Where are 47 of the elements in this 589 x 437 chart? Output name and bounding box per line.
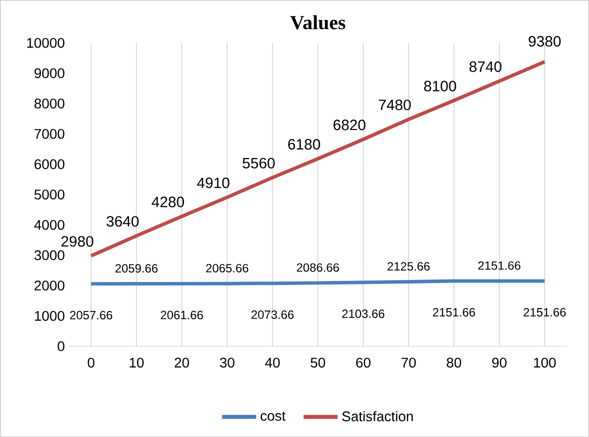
x-tick-label: 100 — [534, 358, 556, 368]
data-label: 2103.66 — [342, 309, 384, 318]
y-tick-label: 5000 — [34, 189, 64, 200]
data-label: 2057.66 — [70, 310, 112, 320]
data-label: 2151.66 — [432, 308, 476, 316]
x-tick-label: 50 — [310, 358, 326, 368]
x-tick-label: 20 — [174, 358, 190, 368]
x-tick-label: 60 — [356, 358, 370, 368]
y-tick-label: 9000 — [34, 68, 64, 78]
x-tick-label: 80 — [446, 358, 462, 368]
data-label: 4910 — [197, 177, 230, 188]
x-tick-label: 90 — [492, 358, 507, 368]
x-tick-label: 0 — [88, 358, 94, 368]
data-label: 2151.66 — [478, 261, 520, 270]
y-tick-label: 3000 — [34, 250, 64, 260]
y-tick-label: 7000 — [34, 128, 64, 139]
y-tick-label: 8000 — [34, 98, 64, 108]
y-tick-label: 0 — [58, 341, 64, 352]
x-tick-label: 30 — [220, 358, 234, 368]
data-label: 2125.66 — [388, 262, 430, 270]
data-label: 2061.66 — [160, 310, 203, 320]
data-label: 6180 — [288, 138, 320, 150]
legend-label: Satisfaction — [342, 410, 413, 422]
chart-title: Values — [290, 15, 346, 30]
y-tick-label: 10000 — [27, 38, 64, 48]
data-label: 3640 — [106, 216, 139, 226]
data-label: 6820 — [334, 119, 366, 130]
x-tick-label: 70 — [402, 358, 416, 368]
data-label: 5560 — [242, 158, 275, 168]
data-label: 2065.66 — [206, 264, 248, 272]
data-label: 2086.66 — [296, 263, 339, 272]
y-tick-label: 4000 — [34, 220, 64, 230]
data-label: 4280 — [152, 196, 184, 208]
x-tick-label: 40 — [265, 358, 280, 368]
data-label: 2980 — [61, 236, 94, 247]
data-label: 9380 — [528, 36, 561, 46]
data-label: 2151.66 — [524, 308, 566, 316]
data-label: 8740 — [470, 61, 502, 72]
data-label: 8100 — [424, 80, 456, 92]
x-tick-label: 10 — [130, 358, 144, 368]
y-tick-label: 1000 — [34, 310, 64, 321]
legend-label: cost — [260, 411, 286, 421]
y-tick-label: 2000 — [34, 280, 64, 290]
data-label: 2073.66 — [252, 310, 294, 319]
data-label: 7480 — [378, 99, 411, 110]
data-label: 2059.66 — [115, 264, 158, 272]
y-tick-label: 6000 — [34, 159, 64, 170]
